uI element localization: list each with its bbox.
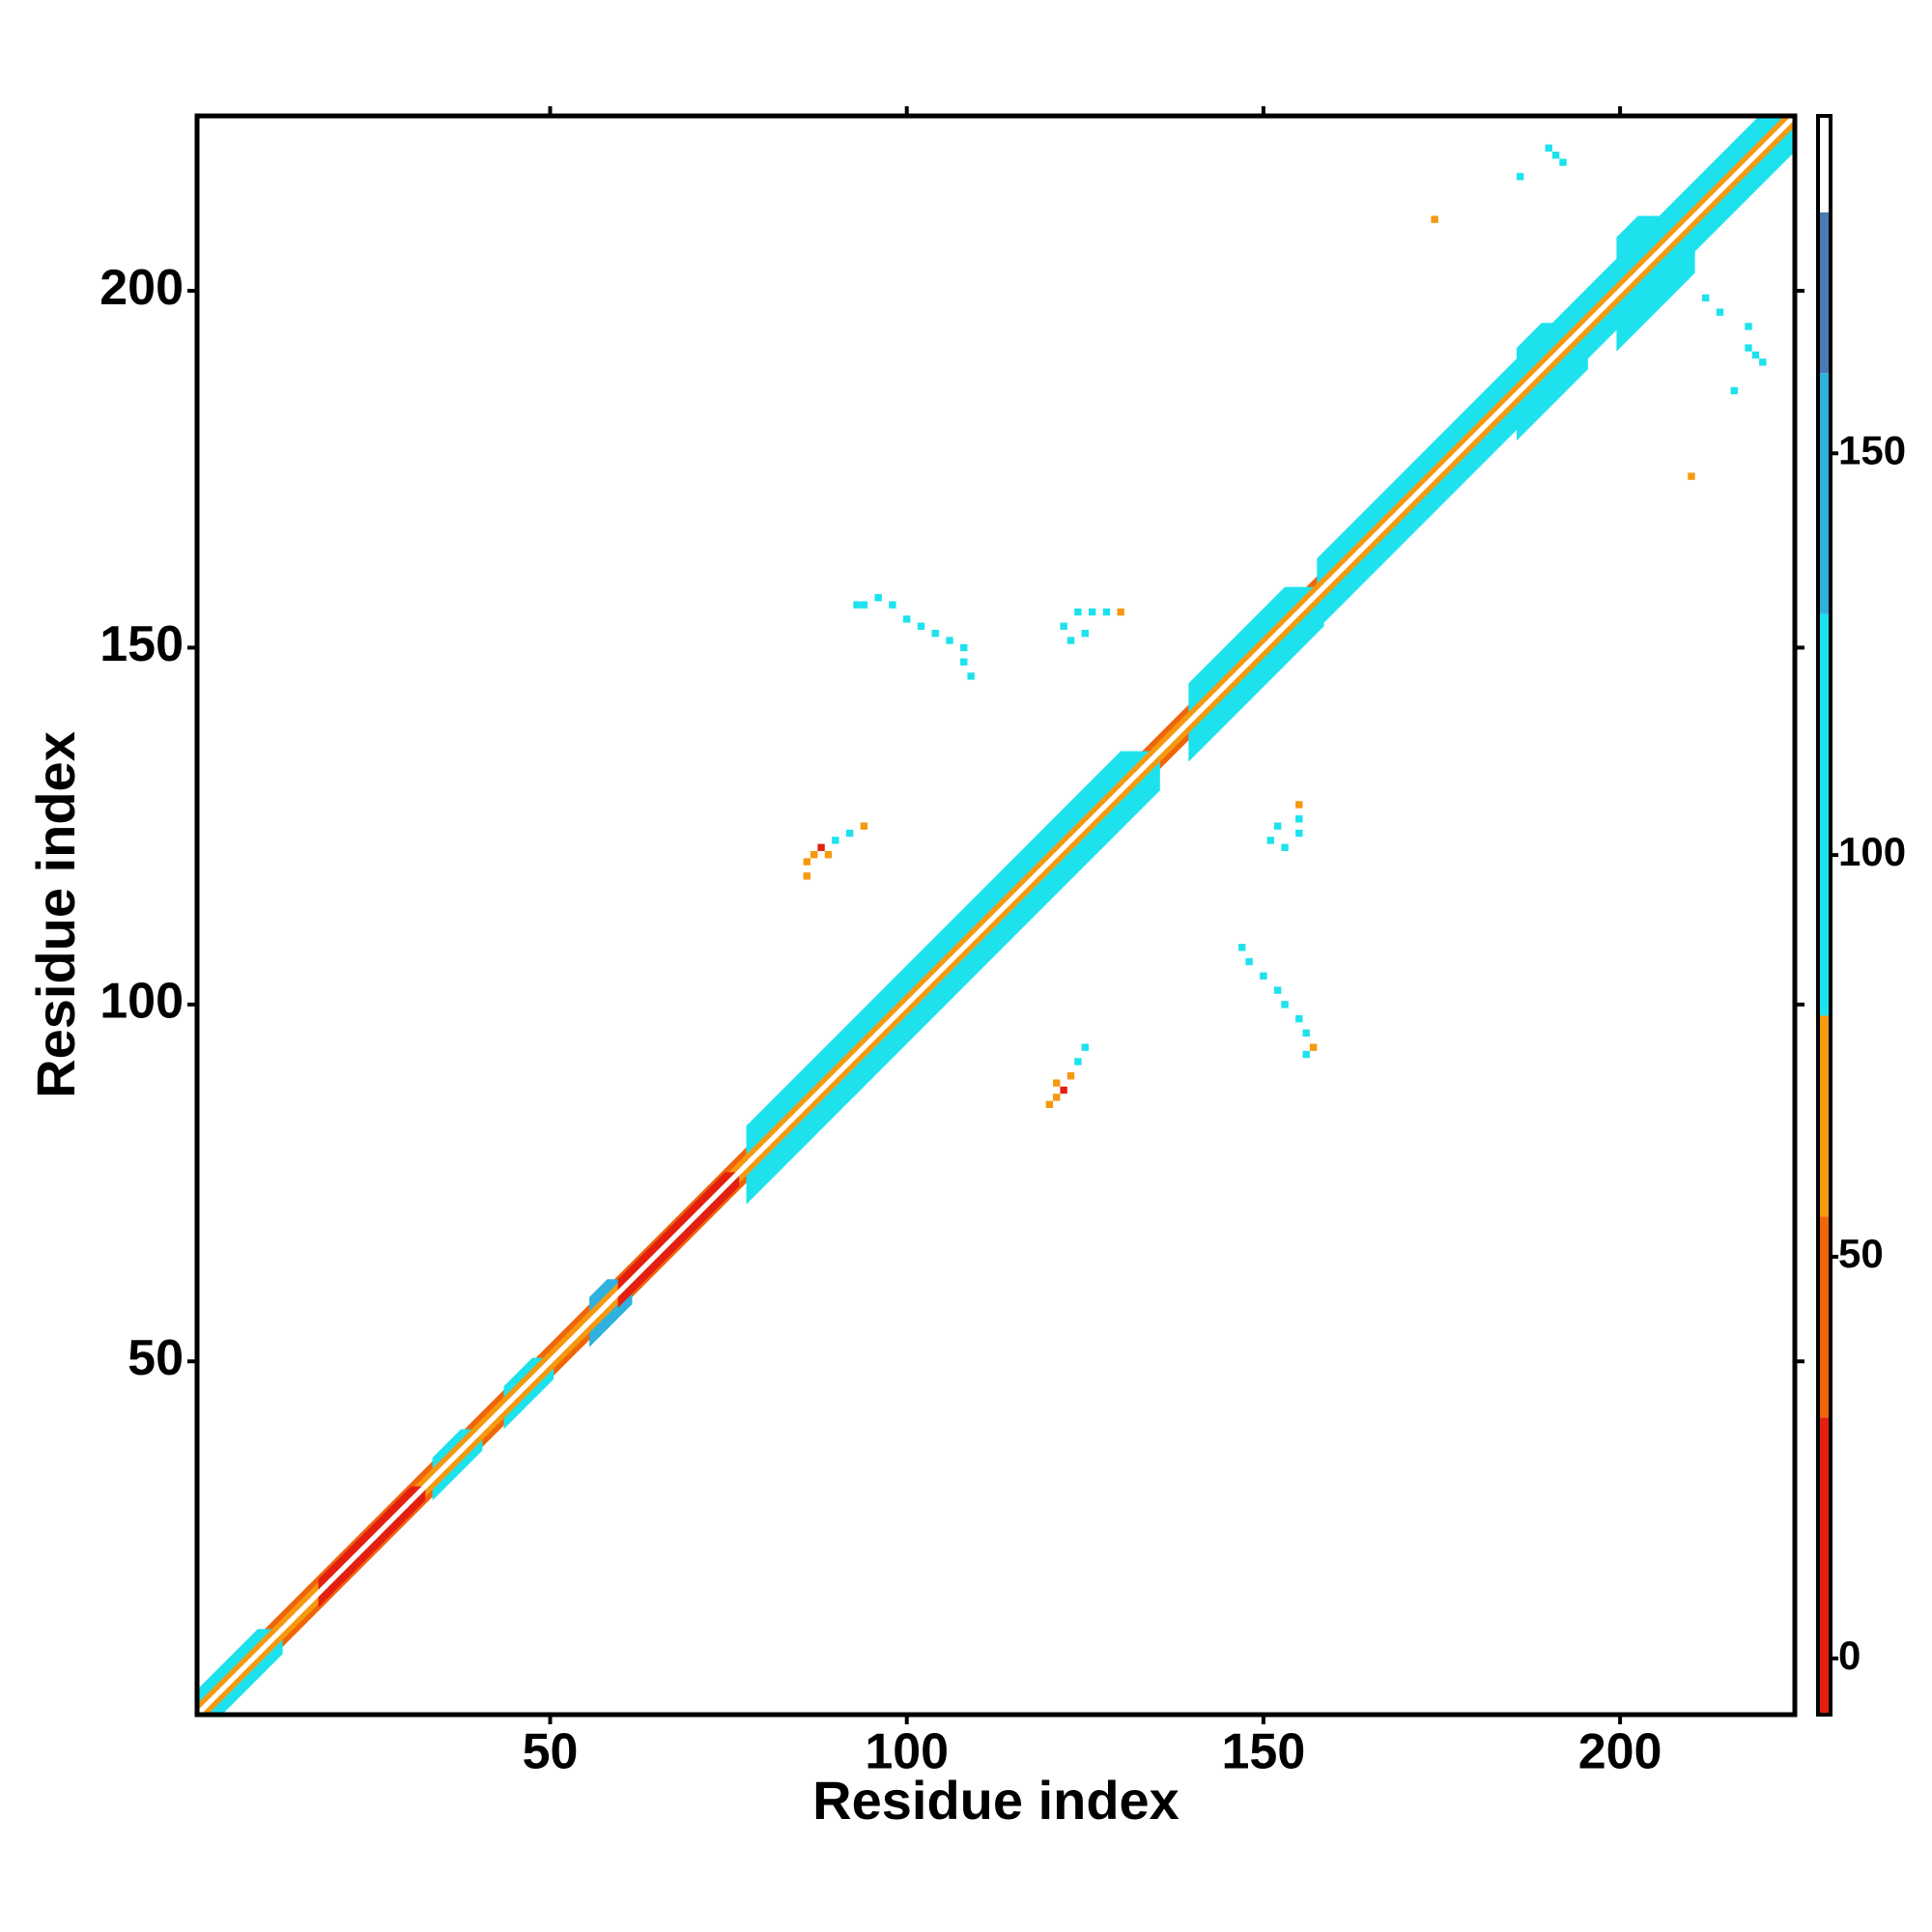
y-axis-label: Residue index [25, 731, 86, 1098]
colorbar-tick-label: 50 [1838, 1231, 1884, 1276]
contact-cell [1295, 801, 1303, 809]
colorbar-tick-label: 100 [1838, 829, 1906, 874]
colorbar-segment [1818, 1015, 1831, 1217]
contact-cell [946, 637, 953, 644]
contact-cell [1281, 1001, 1289, 1009]
contact-cell [1302, 1050, 1310, 1059]
contact-cell [1060, 622, 1067, 630]
contact-cell [1074, 1058, 1082, 1065]
contact-cell [1559, 158, 1567, 166]
contact-cell [1309, 1043, 1318, 1051]
contact-cell [1066, 637, 1075, 644]
contact-cell [917, 622, 925, 630]
x-tick-label: 200 [1578, 1724, 1662, 1780]
contact-cell [803, 872, 811, 880]
contact-cell [1745, 323, 1752, 330]
y-tick-label: 200 [99, 260, 184, 316]
contact-cell [860, 601, 868, 609]
x-tick-label: 50 [523, 1724, 579, 1780]
contact-cell [1551, 151, 1560, 159]
contact-cell [1060, 1086, 1067, 1094]
contact-cell [1745, 344, 1752, 352]
contact-cell [1245, 957, 1253, 966]
plot-area [197, 116, 1795, 1715]
colorbar-frame [1816, 114, 1833, 1717]
contact-cell [1081, 1043, 1089, 1051]
contact-cell [1238, 944, 1246, 952]
contact-cell [967, 672, 975, 680]
contact-cell [1260, 972, 1267, 980]
contact-cell [845, 829, 854, 838]
contact-cell [860, 822, 868, 830]
contact-cell [1702, 294, 1710, 302]
contact-cell [810, 851, 818, 859]
contact-cell [1081, 629, 1089, 638]
contact-cell [1302, 1029, 1310, 1037]
contact-cell [1066, 1072, 1075, 1080]
contact-cell [903, 615, 911, 623]
contact-cell [1102, 608, 1111, 616]
contact-cell [1053, 1079, 1061, 1087]
contact-cell [1045, 1100, 1054, 1108]
contact-cell [1281, 843, 1289, 852]
contact-cell [1273, 986, 1282, 994]
contact-cell [1751, 351, 1760, 359]
contact-cell [1088, 608, 1096, 616]
contact-cell [1273, 822, 1282, 830]
contact-cell [1716, 308, 1724, 316]
contact-cell [931, 629, 939, 638]
contact-cell [832, 837, 839, 844]
contact-cell [1295, 829, 1303, 838]
y-tick-label: 100 [99, 974, 184, 1030]
contact-cell [1117, 608, 1124, 616]
contact-cell [1688, 472, 1695, 480]
x-tick-label: 100 [865, 1724, 949, 1780]
contact-cell [1545, 144, 1552, 152]
diagonal-band [1517, 323, 1588, 441]
colorbar-segment [1818, 1216, 1831, 1418]
contact-cell [889, 601, 896, 609]
contact-cell [1295, 1014, 1303, 1023]
contact-cell [817, 843, 825, 852]
contact-cell [1517, 173, 1524, 181]
diagonal-band [197, 116, 1795, 1715]
y-tick-label: 50 [128, 1330, 184, 1386]
colorbar-tick-label: 150 [1838, 427, 1906, 472]
contact-cell [1759, 358, 1767, 366]
contact-cell [1730, 386, 1738, 395]
contact-cell [1266, 837, 1274, 844]
colorbar-segment [1818, 373, 1831, 614]
colorbar-segment [1818, 116, 1831, 213]
contact-cell [1053, 1094, 1061, 1101]
contact-cell [960, 658, 968, 666]
contact-cell [874, 594, 882, 602]
colorbar-tick-label: 0 [1838, 1633, 1861, 1678]
colorbar-segment [1818, 613, 1831, 1016]
contact-cell [1295, 815, 1303, 823]
contact-cell [1074, 608, 1082, 616]
contact-cell [1431, 215, 1438, 223]
contact-cell [853, 601, 861, 609]
contact-cell [803, 858, 811, 866]
colorbar-segment [1818, 1417, 1831, 1715]
contact-cell [824, 851, 833, 859]
contact-cell [960, 643, 968, 652]
colorbar-segment [1818, 212, 1831, 374]
x-axis-label: Residue index [812, 1770, 1179, 1831]
x-tick-label: 150 [1222, 1724, 1306, 1780]
diagonal-band [1616, 215, 1695, 352]
plot-frame [194, 113, 1798, 1718]
y-tick-label: 150 [99, 616, 184, 672]
